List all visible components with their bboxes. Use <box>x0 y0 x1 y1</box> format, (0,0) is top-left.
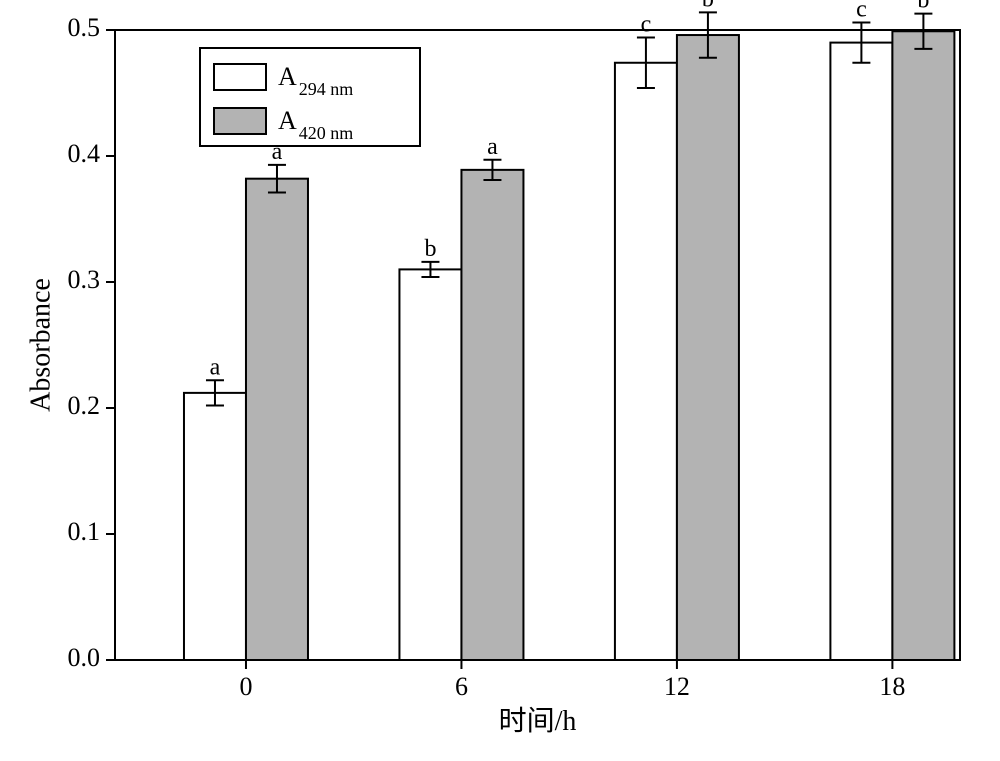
y-tick-label: 0.5 <box>68 13 101 42</box>
x-tick-label: 0 <box>239 672 252 701</box>
significance-label: c <box>856 0 867 22</box>
significance-label: c <box>641 12 652 38</box>
bar-A294 <box>830 43 892 660</box>
significance-label: b <box>702 0 714 12</box>
y-axis-title: Absorbance <box>25 278 56 412</box>
y-tick-label: 0.4 <box>68 139 101 168</box>
significance-label: a <box>210 354 221 380</box>
bar-A294 <box>184 393 246 660</box>
bar-A420 <box>461 170 523 660</box>
bar-A420 <box>677 35 739 660</box>
x-tick-label: 12 <box>664 672 690 701</box>
y-tick-label: 0.3 <box>68 265 101 294</box>
significance-label: b <box>917 0 929 14</box>
x-tick-label: 18 <box>879 672 905 701</box>
x-axis-title: 时间/h <box>499 705 577 737</box>
significance-label: a <box>487 134 498 160</box>
bar-chart: 0.0 0.1 0.2 0.3 0.4 0.5 Absorbance 0 6 12 18 时间/h a a… <box>0 0 1000 761</box>
bar-A294 <box>399 269 461 660</box>
y-tick-label: 0.0 <box>68 643 101 672</box>
bar-A294 <box>615 63 677 660</box>
y-tick-label: 0.1 <box>68 517 101 546</box>
significance-label: b <box>424 236 436 262</box>
bar-A420 <box>246 179 308 660</box>
legend-swatch <box>214 108 266 134</box>
x-tick-label: 6 <box>455 672 468 701</box>
chart-container: 0.0 0.1 0.2 0.3 0.4 0.5 Absorbance 0 6 12 18 时间/h a a… <box>0 0 1000 761</box>
legend-swatch <box>214 64 266 90</box>
y-tick-label: 0.2 <box>68 391 101 420</box>
bar-A420 <box>892 31 954 660</box>
